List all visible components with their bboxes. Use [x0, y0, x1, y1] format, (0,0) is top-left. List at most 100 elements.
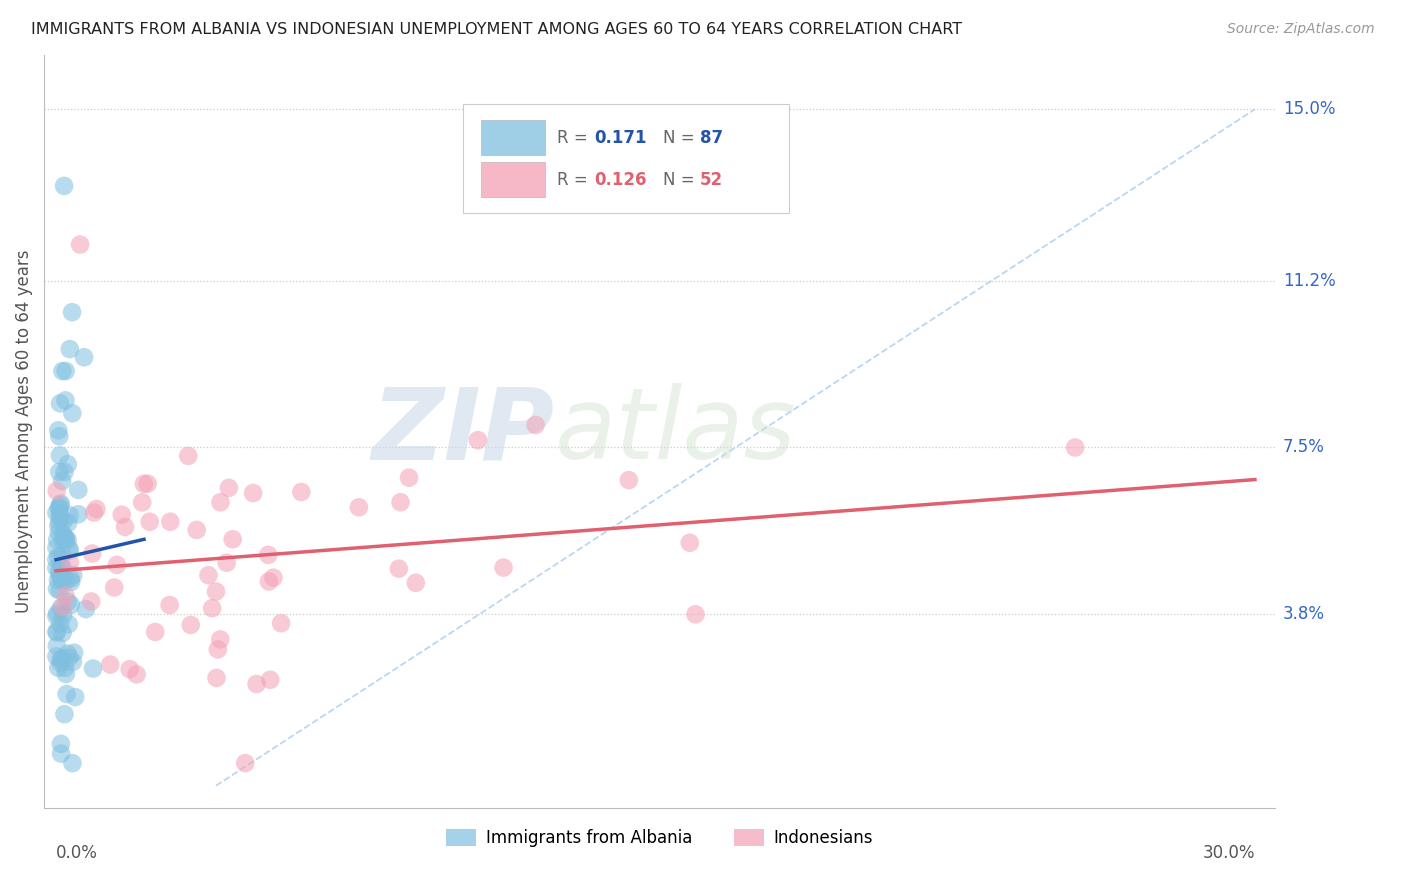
Text: 0.0%: 0.0%: [56, 845, 98, 863]
Point: [53, 531, 76, 545]
Point: [59, 572, 82, 586]
Point: [82, 661, 104, 675]
Point: [49, 559, 72, 574]
Point: [98, 657, 121, 672]
Point: [52, 533, 75, 547]
Point: [177, 449, 200, 463]
Point: [48, 500, 70, 515]
Text: N =: N =: [664, 128, 700, 146]
Point: [52, 515, 75, 529]
Point: [63, 646, 86, 660]
Point: [48, 501, 70, 516]
Point: [46, 549, 69, 564]
Point: [685, 607, 707, 622]
Text: 30.0%: 30.0%: [1202, 845, 1256, 863]
Point: [51, 474, 73, 488]
Point: [51, 651, 73, 665]
Point: [679, 535, 702, 549]
Point: [52, 527, 75, 541]
FancyBboxPatch shape: [481, 120, 546, 155]
Point: [56, 647, 79, 661]
Point: [62, 655, 84, 669]
Point: [114, 520, 136, 534]
Text: N =: N =: [664, 170, 700, 189]
Point: [105, 558, 128, 572]
Point: [69, 237, 91, 252]
Point: [218, 481, 240, 495]
Point: [136, 476, 159, 491]
Point: [60, 305, 83, 319]
Point: [67, 483, 90, 497]
Point: [51, 573, 73, 587]
Point: [45, 625, 67, 640]
Point: [48, 516, 70, 530]
Text: 52: 52: [700, 170, 723, 189]
Point: [51, 364, 73, 378]
Point: [45, 561, 67, 575]
Point: [67, 508, 90, 522]
Point: [55, 589, 77, 603]
Point: [53, 465, 76, 479]
Point: [51, 572, 73, 586]
Point: [56, 595, 79, 609]
Point: [62, 756, 84, 771]
Point: [215, 556, 238, 570]
FancyBboxPatch shape: [481, 162, 546, 197]
Point: [259, 673, 281, 687]
Point: [46, 533, 69, 547]
Point: [49, 737, 72, 751]
Point: [388, 562, 411, 576]
Point: [56, 516, 79, 530]
Text: ZIP: ZIP: [373, 384, 555, 480]
Point: [48, 429, 70, 443]
Point: [347, 500, 370, 515]
Point: [143, 624, 166, 639]
Point: [55, 393, 77, 408]
FancyBboxPatch shape: [463, 104, 789, 213]
Point: [56, 457, 79, 471]
Point: [270, 616, 292, 631]
Point: [49, 396, 72, 410]
Point: [55, 533, 77, 547]
Point: [46, 574, 69, 588]
Point: [209, 495, 232, 509]
Point: [197, 568, 219, 582]
Point: [524, 417, 547, 432]
Text: IMMIGRANTS FROM ALBANIA VS INDONESIAN UNEMPLOYMENT AMONG AGES 60 TO 64 YEARS COR: IMMIGRANTS FROM ALBANIA VS INDONESIAN UN…: [31, 22, 962, 37]
Point: [467, 433, 489, 447]
Point: [111, 508, 134, 522]
Point: [405, 575, 427, 590]
Point: [45, 552, 67, 566]
Point: [233, 756, 256, 771]
Point: [132, 476, 155, 491]
Text: 0.126: 0.126: [595, 170, 647, 189]
Point: [58, 617, 80, 632]
Point: [262, 571, 284, 585]
Y-axis label: Unemployment Among Ages 60 to 64 years: Unemployment Among Ages 60 to 64 years: [15, 250, 32, 614]
Point: [51, 570, 73, 584]
Point: [617, 473, 640, 487]
Point: [49, 508, 72, 522]
Point: [207, 642, 229, 657]
Point: [59, 342, 82, 356]
Point: [49, 747, 72, 761]
Point: [59, 556, 82, 570]
Point: [205, 584, 228, 599]
Point: [60, 406, 83, 420]
Point: [45, 506, 67, 520]
Point: [53, 707, 76, 722]
Text: 87: 87: [700, 128, 723, 146]
Point: [75, 602, 97, 616]
Point: [53, 178, 76, 193]
Point: [159, 515, 181, 529]
Text: atlas: atlas: [555, 384, 797, 480]
Text: R =: R =: [557, 170, 593, 189]
Point: [51, 548, 73, 562]
Point: [86, 502, 108, 516]
Point: [45, 639, 67, 653]
Point: [52, 599, 75, 614]
Point: [222, 533, 245, 547]
Point: [45, 649, 67, 664]
Point: [125, 667, 148, 681]
Point: [118, 662, 141, 676]
